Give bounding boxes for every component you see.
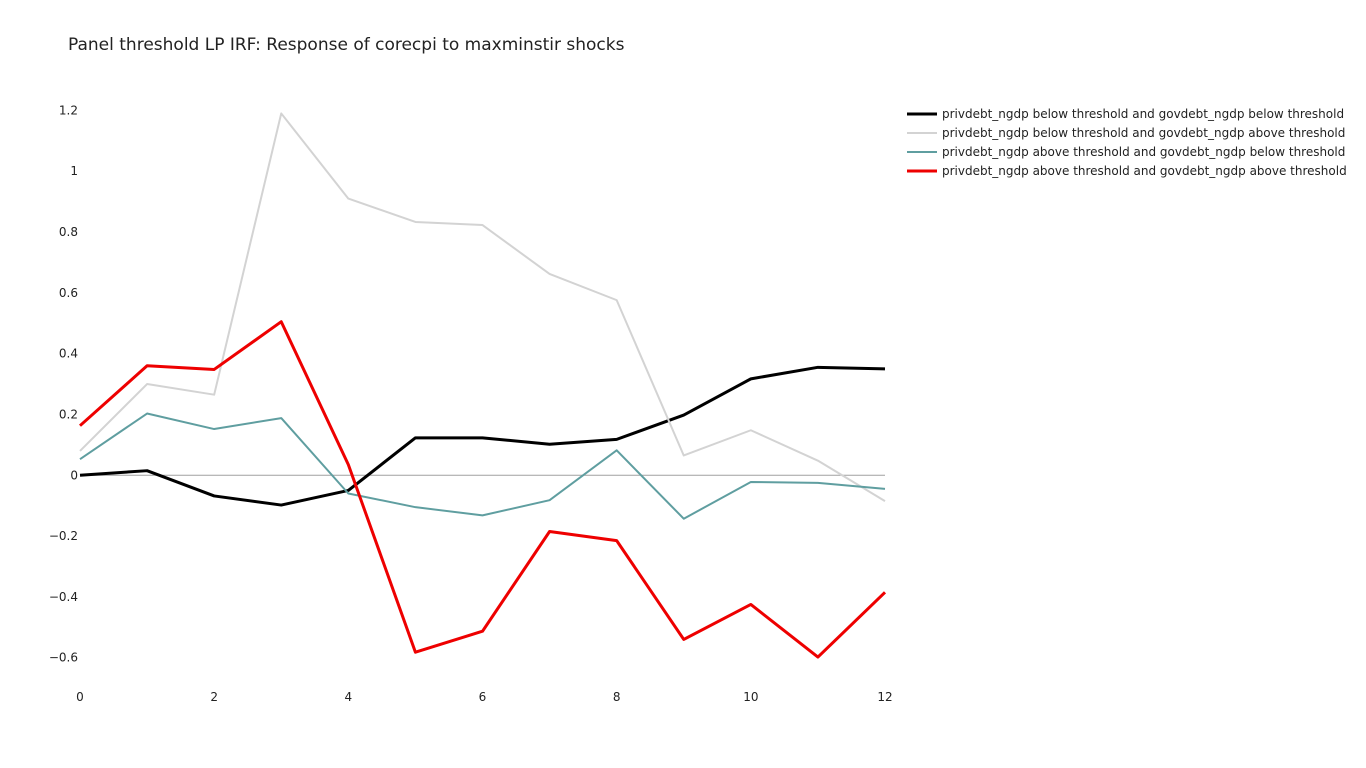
- x-axis: 0 2 4 6 8 10 12: [76, 690, 892, 704]
- x-tick-label: 10: [743, 690, 758, 704]
- y-tick-label: −0.4: [49, 590, 78, 604]
- y-tick-label: −0.6: [49, 651, 78, 665]
- plot-area: [79, 112, 887, 659]
- x-tick-label: 8: [613, 690, 621, 704]
- y-tick-label: −0.2: [49, 529, 78, 543]
- y-tick-label: 1.2: [59, 103, 78, 117]
- legend-item-3[interactable]: privdebt_ngdp above threshold and govdeb…: [907, 145, 1345, 159]
- y-tick-label: 1: [70, 164, 78, 178]
- chart-title: Panel threshold LP IRF: Response of core…: [68, 35, 625, 55]
- y-axis: −0.6 −0.4 −0.2 0 0.2 0.4 0.6 0.8 1 1.2: [49, 103, 78, 664]
- x-tick-label: 12: [877, 690, 892, 704]
- x-tick-label: 0: [76, 690, 84, 704]
- legend-item-1[interactable]: privdebt_ngdp below threshold and govdeb…: [907, 107, 1344, 121]
- x-tick-label: 6: [479, 690, 487, 704]
- legend[interactable]: privdebt_ngdp below threshold and govdeb…: [907, 107, 1347, 178]
- y-tick-label: 0: [70, 468, 78, 482]
- y-tick-label: 0.4: [59, 347, 78, 361]
- y-tick-label: 0.6: [59, 286, 78, 300]
- legend-label: privdebt_ngdp above threshold and govdeb…: [942, 145, 1345, 159]
- legend-item-4[interactable]: privdebt_ngdp above threshold and govdeb…: [907, 164, 1347, 178]
- y-tick-label: 0.2: [59, 407, 78, 421]
- series-line-3[interactable]: [79, 412, 886, 520]
- legend-label: privdebt_ngdp above threshold and govdeb…: [942, 164, 1347, 178]
- x-tick-label: 2: [210, 690, 218, 704]
- legend-label: privdebt_ngdp below threshold and govdeb…: [942, 107, 1344, 121]
- series-line-4[interactable]: [79, 320, 887, 659]
- legend-item-2[interactable]: privdebt_ngdp below threshold and govdeb…: [907, 126, 1345, 140]
- x-tick-label: 4: [345, 690, 353, 704]
- legend-label: privdebt_ngdp below threshold and govdeb…: [942, 126, 1345, 140]
- series-line-1[interactable]: [79, 365, 886, 507]
- y-tick-label: 0.8: [59, 225, 78, 239]
- series-line-2[interactable]: [79, 112, 886, 502]
